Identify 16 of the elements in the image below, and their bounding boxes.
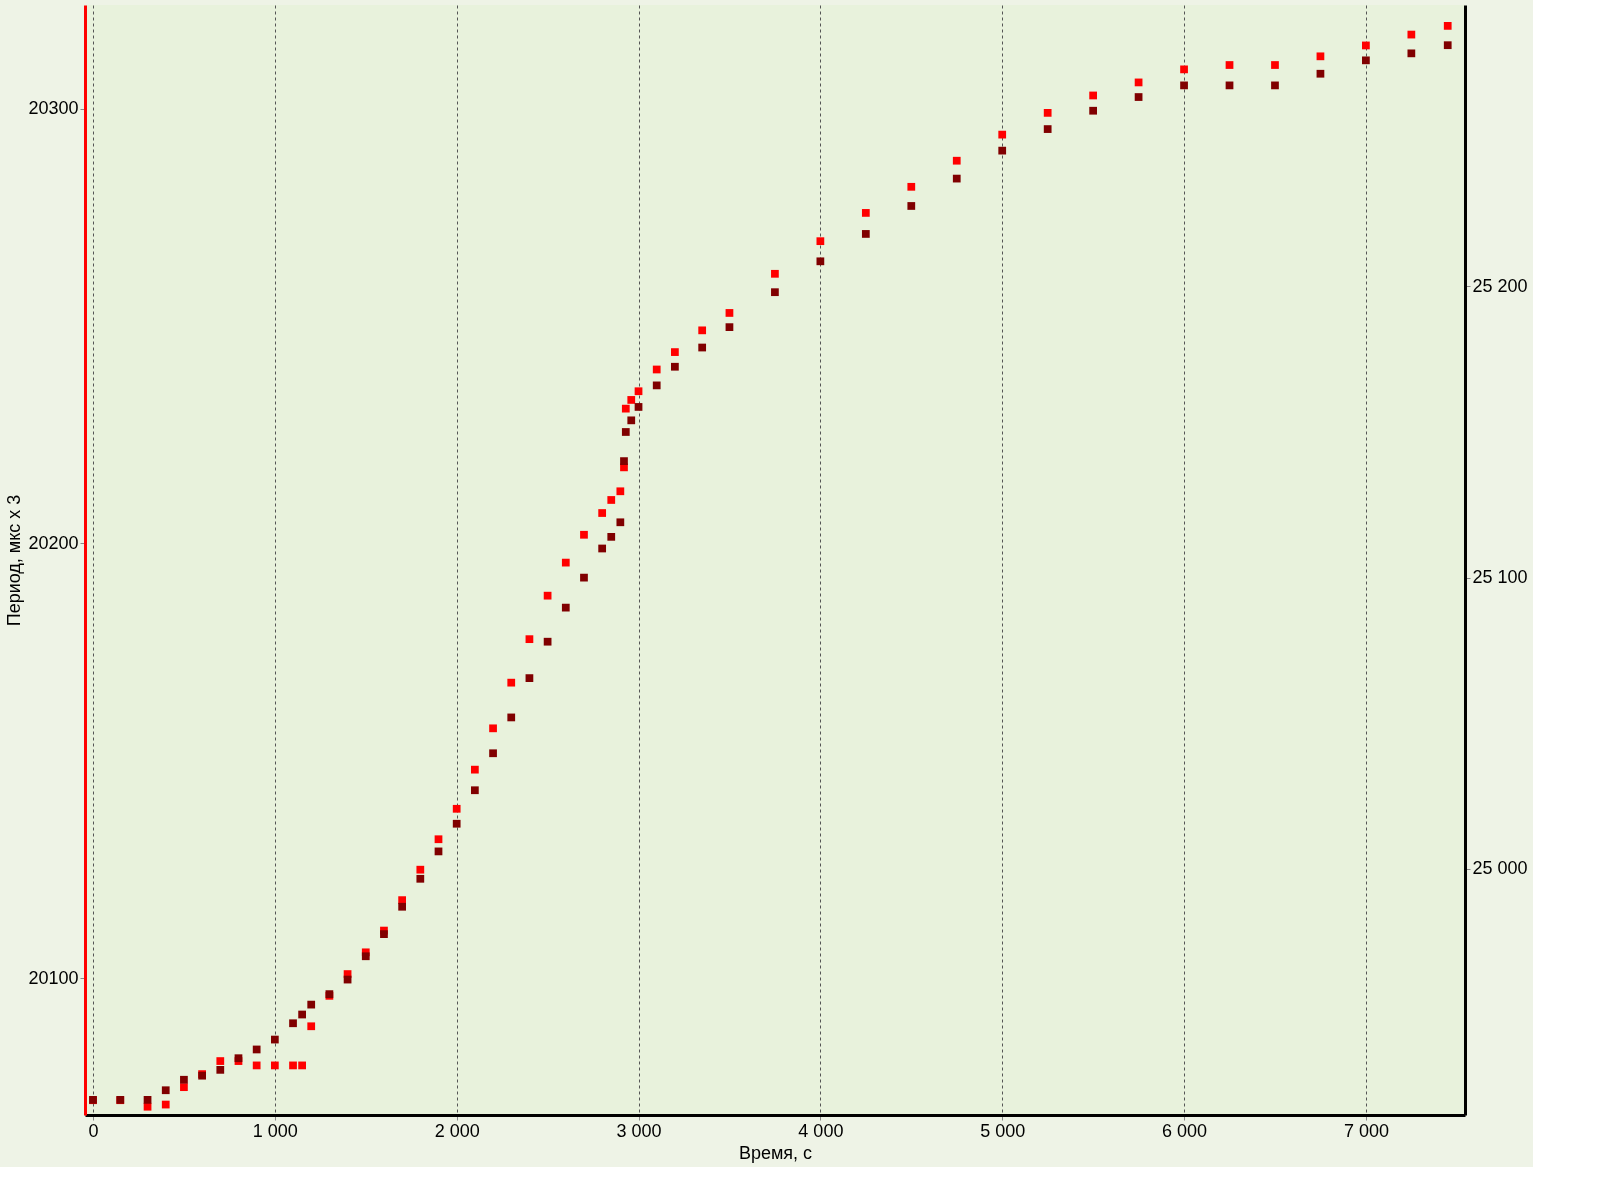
x-tick-label: 7 000 [1343, 1120, 1389, 1141]
x-tick-label: 5 000 [980, 1120, 1026, 1141]
x-tick-label: 1 000 [252, 1120, 298, 1141]
y2-tick-label: 25 200 [1472, 275, 1528, 296]
y-tick-label: 20200 [28, 532, 79, 553]
y-tick-label: 20100 [28, 967, 79, 988]
x-axis-title: Время, с [738, 1142, 813, 1163]
x-tick-label: 4 000 [798, 1120, 844, 1141]
x-tick-label: 6 000 [1162, 1120, 1208, 1141]
x-tick-label: 3 000 [616, 1120, 662, 1141]
x-tick-label: 2 000 [434, 1120, 480, 1141]
y2-tick-label: 25 100 [1472, 567, 1528, 588]
y2-tick-label: 25 000 [1472, 858, 1528, 879]
y-axis-title: Период, мкс х 3 [4, 494, 25, 627]
y-tick-label: 20300 [28, 98, 79, 119]
x-tick-label: 0 [88, 1120, 99, 1141]
